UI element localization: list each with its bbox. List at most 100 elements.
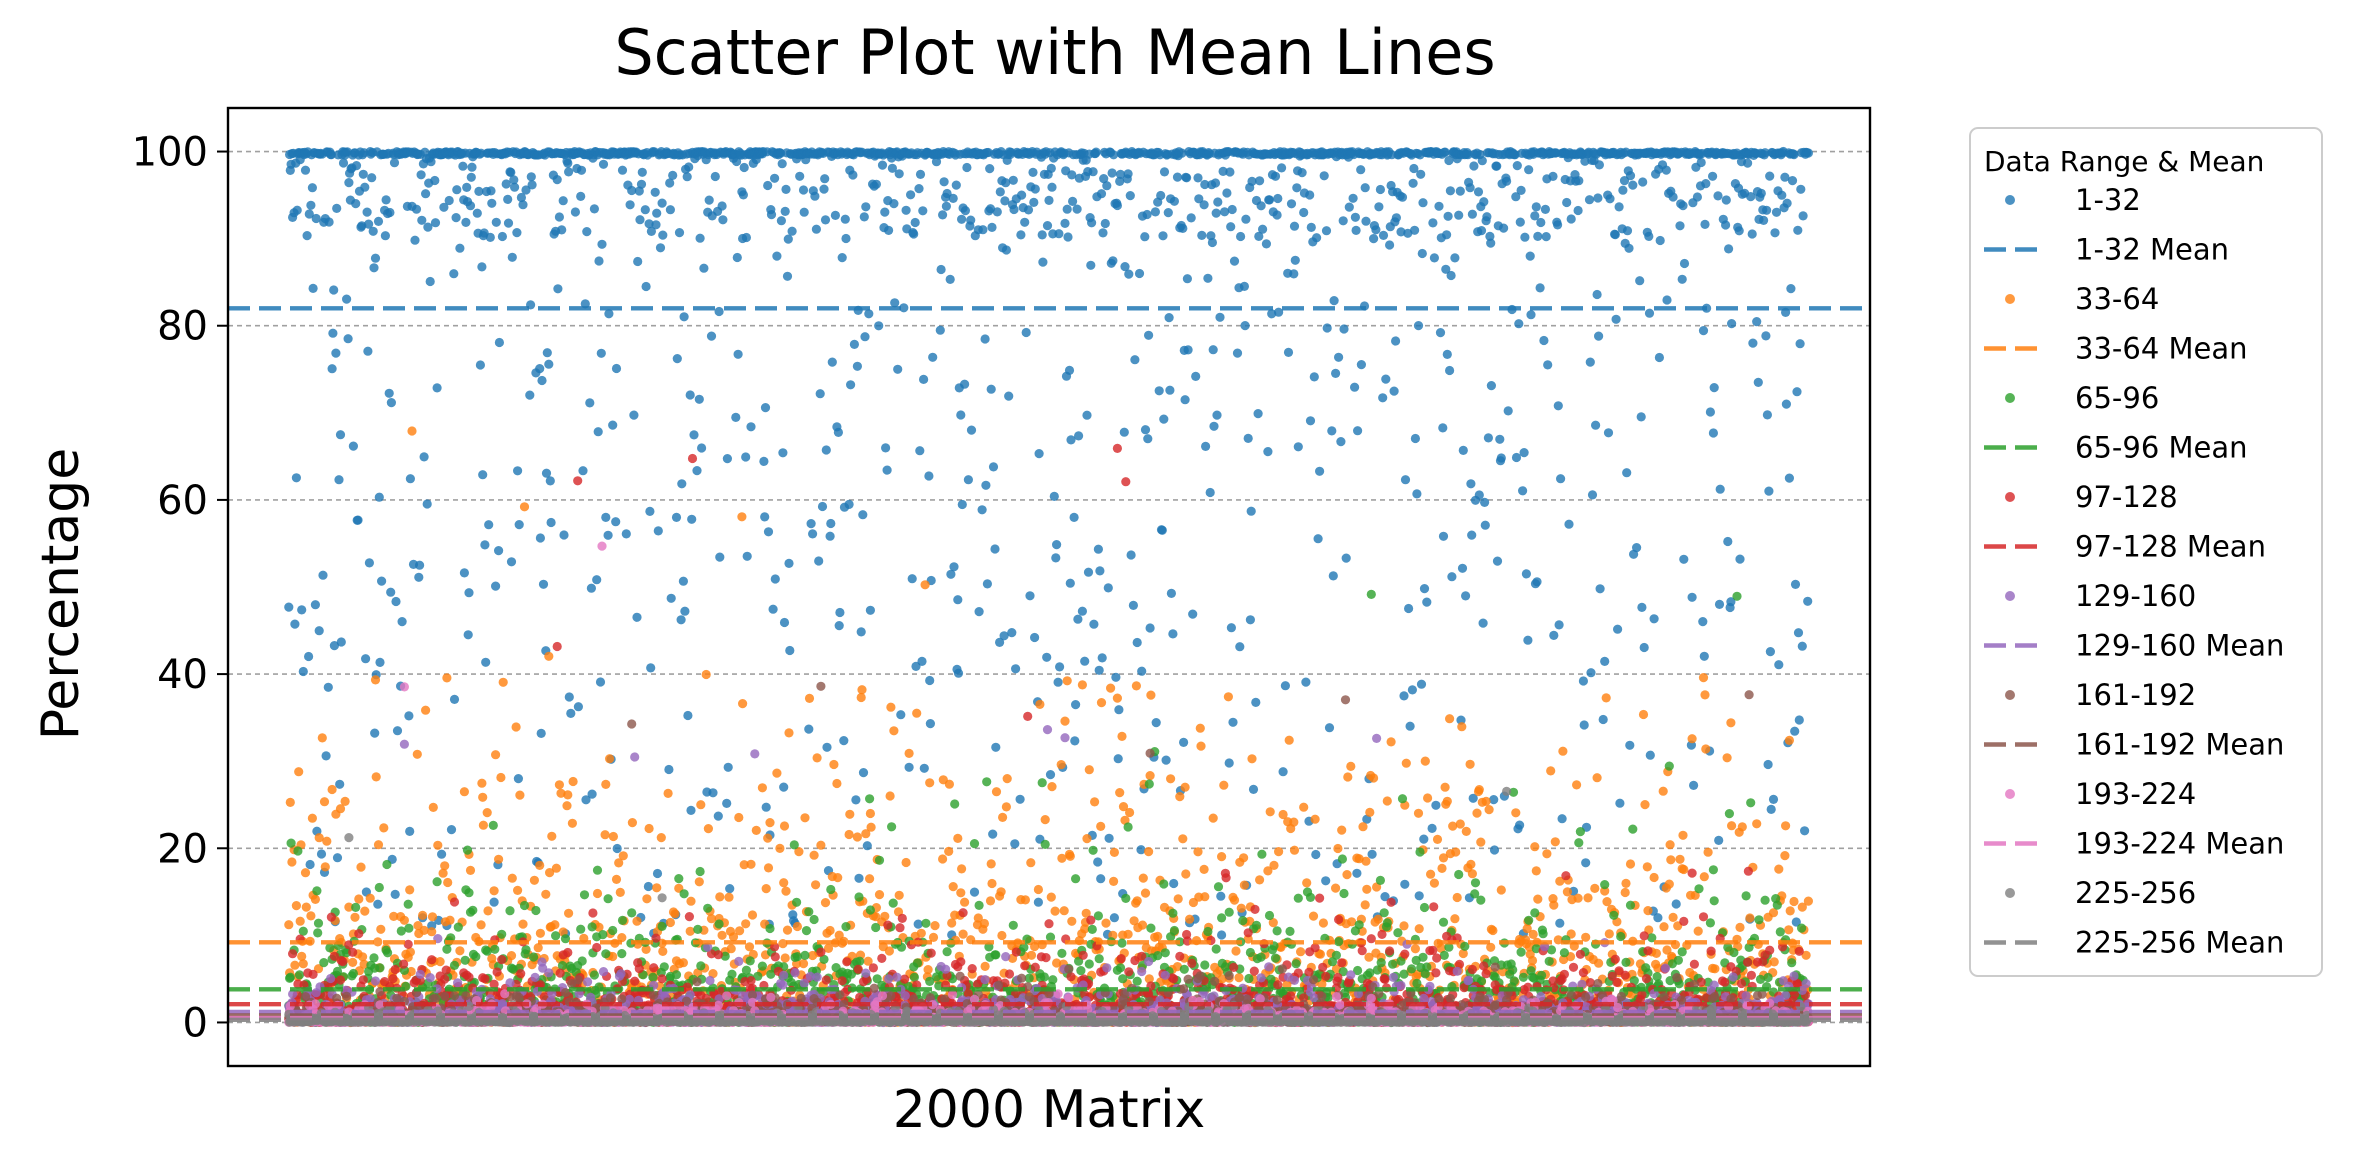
data-point bbox=[1071, 700, 1081, 710]
data-point bbox=[799, 207, 809, 217]
data-point bbox=[1679, 864, 1689, 875]
data-point bbox=[904, 762, 914, 772]
data-point bbox=[1502, 176, 1512, 186]
data-point bbox=[526, 172, 536, 182]
data-point bbox=[1408, 178, 1418, 188]
data-point bbox=[760, 512, 770, 522]
data-point bbox=[923, 965, 933, 975]
data-point bbox=[375, 963, 385, 973]
data-point bbox=[1361, 856, 1371, 866]
data-point bbox=[489, 897, 499, 907]
data-point bbox=[1482, 212, 1492, 222]
data-point bbox=[1489, 845, 1500, 855]
data-point bbox=[306, 200, 316, 210]
data-point bbox=[1119, 427, 1129, 437]
data-point bbox=[348, 968, 358, 979]
data-point bbox=[535, 928, 546, 938]
data-point bbox=[969, 839, 980, 849]
data-point bbox=[726, 944, 736, 954]
data-point bbox=[865, 808, 876, 819]
data-point bbox=[699, 263, 709, 273]
data-point bbox=[781, 886, 791, 896]
data-point bbox=[798, 185, 809, 195]
data-point bbox=[1405, 721, 1415, 731]
data-point bbox=[564, 908, 574, 918]
data-point bbox=[397, 617, 407, 627]
data-point bbox=[652, 208, 662, 218]
data-point bbox=[829, 759, 839, 770]
data-point bbox=[1156, 190, 1166, 201]
data-point bbox=[462, 845, 473, 855]
data-point bbox=[1382, 796, 1392, 806]
data-point bbox=[1161, 755, 1171, 765]
data-point bbox=[956, 410, 966, 420]
data-point bbox=[1059, 906, 1069, 916]
data-point bbox=[1414, 924, 1424, 934]
data-point bbox=[1034, 449, 1044, 459]
data-point bbox=[1536, 217, 1546, 228]
data-point bbox=[298, 666, 308, 677]
data-point bbox=[874, 855, 885, 865]
data-point bbox=[1016, 230, 1026, 240]
data-point bbox=[1503, 406, 1513, 416]
data-point bbox=[1797, 641, 1807, 651]
data-point bbox=[1516, 185, 1526, 195]
data-point bbox=[694, 877, 704, 887]
data-point bbox=[367, 173, 377, 183]
data-point bbox=[1412, 489, 1422, 499]
data-point bbox=[449, 694, 460, 705]
data-point bbox=[1410, 225, 1420, 235]
data-point bbox=[1391, 336, 1401, 346]
data-point bbox=[1150, 207, 1160, 217]
data-point bbox=[1023, 205, 1034, 215]
data-point bbox=[865, 874, 875, 884]
data-point bbox=[1063, 232, 1073, 242]
data-point bbox=[1649, 614, 1659, 624]
data-point bbox=[987, 222, 997, 232]
data-point bbox=[980, 334, 990, 344]
data-point bbox=[1620, 887, 1630, 898]
data-point bbox=[1142, 209, 1152, 220]
data-point bbox=[826, 884, 836, 895]
data-point bbox=[820, 215, 831, 225]
data-point bbox=[1526, 310, 1536, 320]
data-point bbox=[1531, 866, 1541, 876]
data-point bbox=[874, 321, 884, 331]
data-point bbox=[425, 276, 435, 287]
data-point bbox=[1649, 872, 1659, 883]
data-point bbox=[370, 728, 380, 738]
data-point bbox=[1353, 426, 1363, 436]
data-point bbox=[1072, 204, 1082, 214]
data-point bbox=[595, 677, 606, 687]
data-point bbox=[1065, 851, 1075, 861]
data-point bbox=[1193, 173, 1203, 183]
data-point bbox=[747, 910, 758, 920]
data-point bbox=[757, 961, 768, 971]
data-point bbox=[1698, 673, 1709, 683]
data-point bbox=[1200, 892, 1210, 902]
data-point bbox=[1225, 167, 1235, 177]
data-point bbox=[1618, 185, 1628, 195]
data-point bbox=[1601, 693, 1611, 703]
data-point bbox=[1446, 270, 1456, 281]
data-point bbox=[1604, 929, 1614, 939]
data-point bbox=[1096, 821, 1106, 832]
data-point bbox=[301, 902, 311, 912]
data-point bbox=[1046, 163, 1056, 173]
data-point bbox=[991, 950, 1001, 960]
data-point bbox=[545, 476, 555, 486]
data-point bbox=[1101, 918, 1111, 928]
data-point bbox=[1595, 584, 1605, 594]
data-point bbox=[1800, 826, 1810, 836]
data-point bbox=[821, 445, 831, 455]
data-point bbox=[1038, 257, 1048, 267]
data-point bbox=[1123, 169, 1133, 179]
data-point bbox=[1385, 240, 1395, 250]
data-point bbox=[617, 915, 628, 926]
data-point bbox=[426, 157, 436, 167]
data-point bbox=[286, 838, 296, 848]
data-point bbox=[1177, 148, 1187, 158]
data-point bbox=[1125, 191, 1135, 201]
data-point bbox=[1480, 497, 1490, 507]
data-point bbox=[1151, 718, 1161, 728]
